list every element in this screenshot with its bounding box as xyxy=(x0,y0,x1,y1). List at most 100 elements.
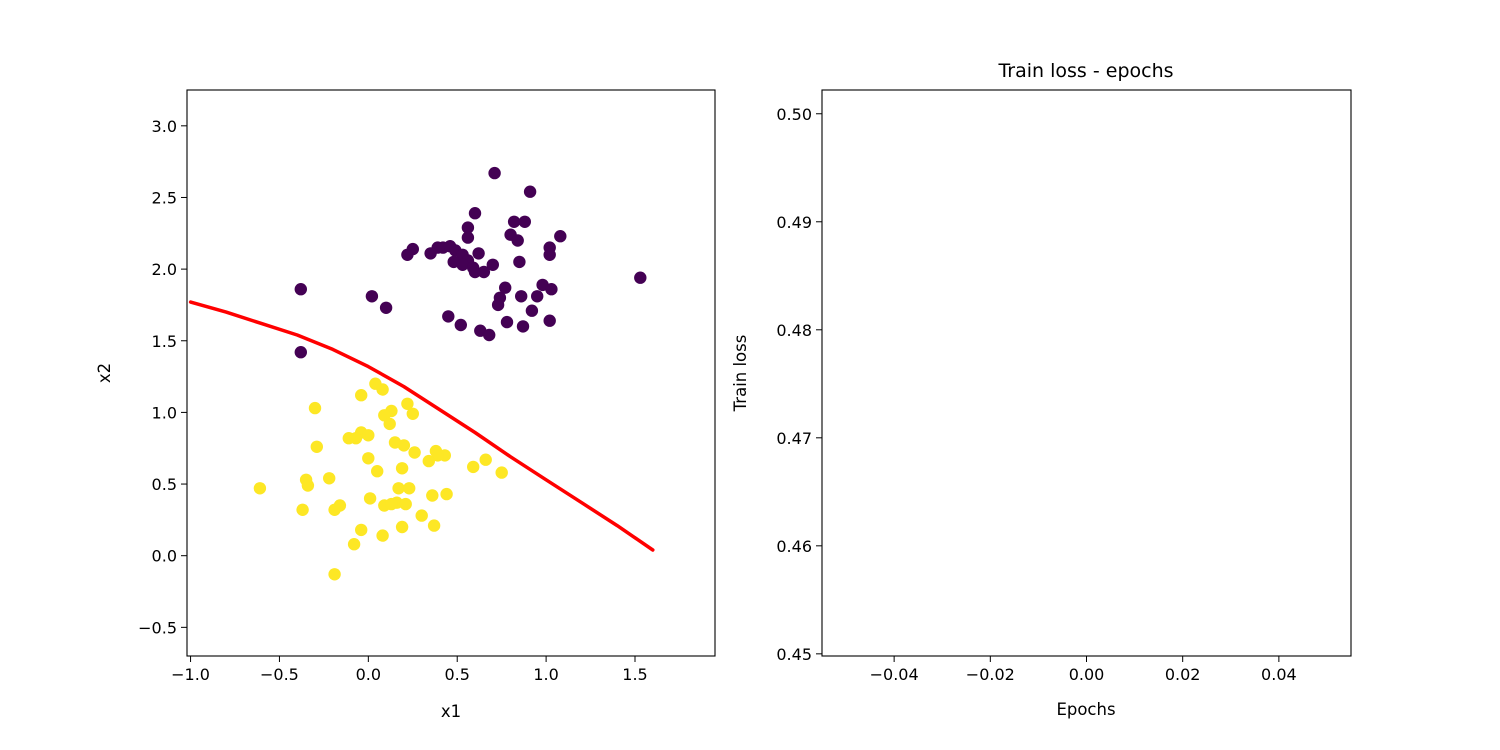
loss-y-tick-label: 0.49 xyxy=(776,213,812,232)
scatter-point-class-1 xyxy=(408,446,421,459)
scatter-point-class-0 xyxy=(456,258,469,271)
scatter-x-tick-label: 0.0 xyxy=(356,665,381,684)
scatter-point-class-0 xyxy=(507,215,521,228)
scatter-point-class-1 xyxy=(479,453,492,466)
scatter-point-class-1 xyxy=(349,432,363,445)
scatter-x-tick-label: 0.5 xyxy=(444,665,469,684)
scatter-point-class-0 xyxy=(379,301,393,314)
scatter-point-class-1 xyxy=(362,429,375,442)
scatter-x-tick-label: −1.0 xyxy=(171,665,210,684)
scatter-point-class-1 xyxy=(392,482,405,495)
scatter-y-tick-label: 1.5 xyxy=(152,332,177,351)
scatter-y-tick-label: 2.5 xyxy=(152,188,177,207)
loss-x-tick-label: −0.04 xyxy=(870,665,919,684)
scatter-point-class-0 xyxy=(515,290,528,303)
scatter-point-class-1 xyxy=(395,462,409,475)
scatter-point-class-1 xyxy=(395,520,409,534)
scatter-point-class-0 xyxy=(294,283,307,296)
scatter-point-class-1 xyxy=(399,497,412,511)
scatter-point-class-0 xyxy=(468,207,482,220)
loss-x-ticks: −0.04 −0.02 0.00 0.02 0.04 xyxy=(870,656,1297,684)
scatter-point-class-1 xyxy=(371,465,384,478)
loss-y-tick-label: 0.45 xyxy=(776,645,812,664)
scatter-point-class-0 xyxy=(365,290,379,303)
scatter-point-class-1 xyxy=(328,503,341,516)
scatter-y-tick-label: 1.0 xyxy=(152,403,177,422)
scatter-point-class-0 xyxy=(477,265,491,279)
scatter-point-class-1 xyxy=(323,472,336,485)
scatter-point-class-0 xyxy=(545,283,558,296)
scatter-point-class-1 xyxy=(296,503,309,516)
loss-y-axis-label: Train loss xyxy=(731,335,750,413)
scatter-y-tick-label: 0.0 xyxy=(152,547,177,566)
scatter-point-class-1 xyxy=(355,389,368,402)
loss-chart-title: Train loss - epochs xyxy=(997,60,1173,82)
scatter-point-class-1 xyxy=(397,439,411,452)
scatter-y-tick-label: 0.5 xyxy=(152,475,177,494)
scatter-axes-frame xyxy=(186,89,716,657)
scatter-x-axis-label: x1 xyxy=(441,702,461,721)
scatter-point-class-0 xyxy=(461,221,475,234)
scatter-point-class-0 xyxy=(499,281,512,294)
scatter-point-class-0 xyxy=(531,290,544,303)
decision-boundary-group xyxy=(188,300,655,552)
scatter-point-class-0 xyxy=(442,310,455,323)
scatter-point-class-0 xyxy=(518,215,531,228)
scatter-point-class-0 xyxy=(468,265,482,279)
scatter-point-class-0 xyxy=(486,258,499,271)
scatter-point-class-1 xyxy=(403,482,416,495)
loss-y-tick-label: 0.47 xyxy=(776,429,812,448)
scatter-point-class-0 xyxy=(461,231,475,244)
scatter-point-class-1 xyxy=(301,479,315,492)
scatter-point-class-1 xyxy=(363,492,377,505)
scatter-y-tick-label: 3.0 xyxy=(152,117,177,136)
scatter-y-tick-label: −0.5 xyxy=(138,618,177,637)
scatter-subplot: −1.0 −0.5 0.0 0.5 1.0 1.5 −0.5 0.0 0.5 1.0 1.5 2.0… xyxy=(95,89,716,721)
scatter-point-class-1 xyxy=(426,489,439,502)
scatter-point-class-1 xyxy=(253,482,267,495)
scatter-point-class-1 xyxy=(427,519,441,532)
scatter-point-class-1 xyxy=(406,407,419,420)
scatter-point-class-1 xyxy=(440,487,453,501)
scatter-point-class-0 xyxy=(634,271,647,284)
scatter-point-class-1 xyxy=(422,454,435,468)
loss-y-tick-label: 0.50 xyxy=(776,105,812,124)
scatter-point-class-1 xyxy=(347,538,361,551)
scatter-point-class-0 xyxy=(500,315,514,329)
scatter-point-class-1 xyxy=(355,523,368,537)
scatter-point-class-0 xyxy=(472,247,485,260)
scatter-point-class-1 xyxy=(467,460,480,474)
scatter-point-class-0 xyxy=(554,230,567,243)
scatter-x-ticks: −1.0 −0.5 0.0 0.5 1.0 1.5 xyxy=(171,656,648,684)
loss-y-tick-label: 0.46 xyxy=(776,537,812,556)
scatter-point-class-1 xyxy=(495,466,508,479)
scatter-points-group xyxy=(253,166,647,581)
loss-x-tick-label: −0.02 xyxy=(966,665,1015,684)
scatter-y-ticks: −0.5 0.0 0.5 1.0 1.5 2.0 2.5 3.0 xyxy=(138,117,187,637)
scatter-point-class-1 xyxy=(376,529,389,542)
scatter-point-class-0 xyxy=(401,248,414,261)
scatter-point-class-0 xyxy=(488,166,501,180)
scatter-point-class-1 xyxy=(362,452,375,465)
scatter-point-class-0 xyxy=(523,185,537,198)
scatter-point-class-0 xyxy=(491,298,505,312)
scatter-point-class-0 xyxy=(294,346,307,359)
scatter-x-tick-label: 1.0 xyxy=(533,665,558,684)
loss-subplot: −0.04 −0.02 0.00 0.02 0.04 0.450.460.470.480… xyxy=(731,60,1352,719)
loss-y-tick-label: 0.48 xyxy=(776,321,812,340)
scatter-point-class-1 xyxy=(415,509,428,522)
scatter-point-class-1 xyxy=(376,383,389,396)
scatter-x-tick-label: −0.5 xyxy=(260,665,299,684)
loss-y-ticks: 0.45 0.46 0.47 0.48 0.49 0.50 xyxy=(776,105,822,664)
scatter-point-class-0 xyxy=(424,247,437,260)
scatter-point-class-0 xyxy=(543,314,556,327)
scatter-x-tick-label: 1.5 xyxy=(622,665,647,684)
scatter-point-class-1 xyxy=(401,397,414,410)
scatter-point-class-1 xyxy=(308,401,322,415)
scatter-point-class-0 xyxy=(525,304,539,317)
scatter-point-class-0 xyxy=(483,328,496,342)
scatter-point-class-1 xyxy=(385,497,398,511)
scatter-point-class-1 xyxy=(383,417,396,431)
